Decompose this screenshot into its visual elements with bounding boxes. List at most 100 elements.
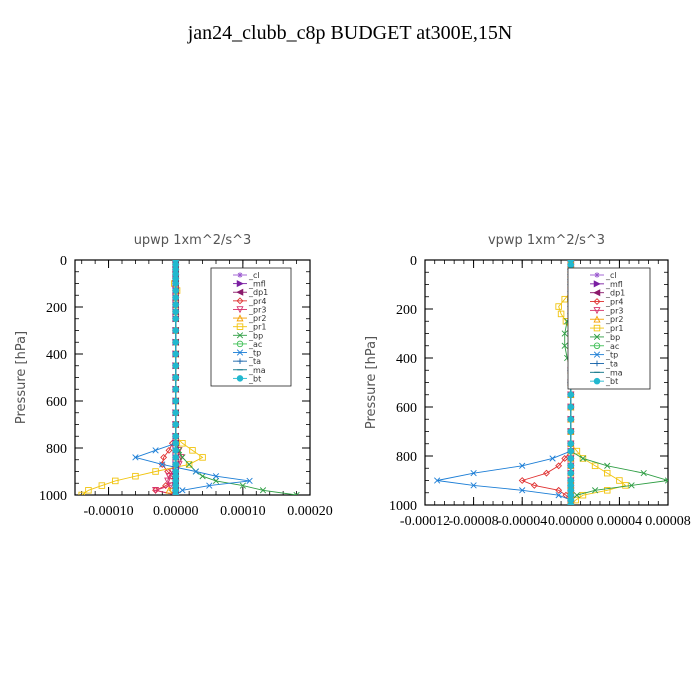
legend-label: _ac bbox=[605, 342, 619, 351]
legend-marker bbox=[593, 351, 601, 358]
data-point bbox=[616, 477, 623, 484]
panel-title: vpwp 1xm^2/s^3 bbox=[488, 233, 605, 248]
data-point bbox=[561, 455, 569, 462]
data-point bbox=[567, 428, 575, 435]
data-point bbox=[172, 287, 179, 294]
y-tick-label: 800 bbox=[396, 450, 417, 465]
data-point bbox=[530, 481, 538, 489]
legend-label: _mfl bbox=[248, 280, 266, 289]
data-point bbox=[549, 455, 556, 462]
legend-marker bbox=[236, 297, 244, 305]
data-point bbox=[172, 461, 179, 468]
legend-marker bbox=[593, 333, 601, 341]
legend-label: _bt bbox=[605, 377, 618, 386]
legend-label: _pr1 bbox=[605, 324, 623, 333]
x-tick-label: -0.00012 bbox=[400, 514, 450, 529]
data-point bbox=[172, 433, 179, 440]
legend-label: _pr2 bbox=[248, 314, 266, 323]
y-tick-label: 0 bbox=[410, 254, 417, 269]
data-point bbox=[179, 454, 186, 461]
data-point bbox=[567, 447, 575, 455]
data-point bbox=[555, 303, 562, 310]
data-point bbox=[172, 308, 179, 315]
data-point bbox=[519, 487, 526, 494]
data-point bbox=[591, 487, 599, 494]
data-point bbox=[172, 491, 179, 495]
legend-marker bbox=[593, 280, 601, 288]
x-tick-label: -0.00004 bbox=[497, 514, 547, 529]
data-point bbox=[604, 487, 611, 494]
legend-label: _dp1 bbox=[248, 288, 268, 297]
legend-marker bbox=[593, 324, 601, 332]
data-point bbox=[172, 454, 179, 461]
data-point bbox=[172, 350, 179, 358]
data-point bbox=[185, 461, 193, 468]
legend-label: _mfl bbox=[605, 280, 623, 289]
data-point bbox=[555, 462, 563, 470]
data-point bbox=[206, 482, 213, 489]
data-point bbox=[519, 462, 526, 469]
legend-label: _cl bbox=[248, 271, 260, 280]
y-tick-label: 800 bbox=[46, 442, 67, 457]
legend: _cl_mfl_dp1_pr4_pr3_pr2_pr1_bp_ac_tp_ta_… bbox=[210, 267, 292, 387]
series-pr4 bbox=[518, 260, 575, 505]
x-tick-label: 0.00020 bbox=[287, 504, 333, 519]
data-point bbox=[160, 453, 168, 461]
data-point bbox=[579, 455, 587, 462]
legend-marker bbox=[236, 323, 244, 330]
data-point bbox=[112, 477, 119, 485]
data-point bbox=[164, 477, 172, 485]
data-point bbox=[159, 461, 166, 468]
data-point bbox=[470, 470, 477, 477]
page-title: jan24_clubb_c8p BUDGET at300E,15N bbox=[187, 22, 513, 44]
legend-marker bbox=[236, 306, 244, 314]
data-point bbox=[172, 409, 179, 417]
data-point bbox=[172, 294, 179, 301]
data-point bbox=[152, 447, 159, 454]
legend-label: _ta bbox=[248, 357, 261, 366]
legend-marker bbox=[594, 360, 600, 367]
legend-label: _cl bbox=[605, 271, 617, 280]
data-point bbox=[239, 482, 246, 489]
plot-area bbox=[78, 260, 300, 495]
data-point bbox=[172, 447, 179, 454]
legend-marker bbox=[236, 288, 244, 296]
data-point bbox=[567, 462, 575, 470]
data-point bbox=[165, 472, 173, 481]
data-point bbox=[567, 403, 575, 411]
x-tick-label: 0.00000 bbox=[548, 514, 594, 529]
data-point bbox=[199, 473, 206, 480]
data-point bbox=[85, 487, 92, 494]
y-tick-label: 400 bbox=[46, 348, 67, 363]
y-tick-label: 1000 bbox=[389, 499, 417, 514]
legend-marker bbox=[236, 314, 244, 322]
legend: _cl_mfl_dp1_pr4_pr3_pr2_pr1_bp_ac_tp_ta_… bbox=[567, 267, 651, 390]
data-point bbox=[172, 301, 179, 308]
legend-marker bbox=[236, 332, 244, 339]
data-point bbox=[293, 491, 300, 495]
legend-marker bbox=[593, 377, 601, 385]
data-point bbox=[152, 487, 160, 495]
legend-label: _pr1 bbox=[248, 323, 266, 332]
legend-label: _bt bbox=[248, 374, 261, 383]
series-bt bbox=[172, 260, 179, 495]
data-point bbox=[172, 421, 179, 428]
data-point bbox=[189, 447, 196, 454]
x-tick-label: -0.00008 bbox=[449, 514, 499, 529]
data-point bbox=[567, 469, 575, 477]
legend-marker bbox=[594, 272, 600, 278]
data-point bbox=[172, 280, 179, 287]
legend-marker bbox=[237, 272, 243, 278]
x-tick-label: 0.00004 bbox=[597, 514, 643, 529]
data-point bbox=[164, 468, 172, 475]
legend-box bbox=[567, 267, 651, 390]
panel-1: upwp 1xm^2/s^3 Pressure [hPa] 0 200 400 600 80… bbox=[14, 233, 333, 519]
legend-box bbox=[210, 267, 292, 387]
data-point bbox=[579, 491, 587, 499]
y-tick-label: 200 bbox=[46, 301, 67, 316]
data-point bbox=[555, 486, 563, 494]
data-point bbox=[573, 492, 580, 499]
data-point bbox=[199, 454, 206, 461]
data-point bbox=[561, 330, 568, 337]
